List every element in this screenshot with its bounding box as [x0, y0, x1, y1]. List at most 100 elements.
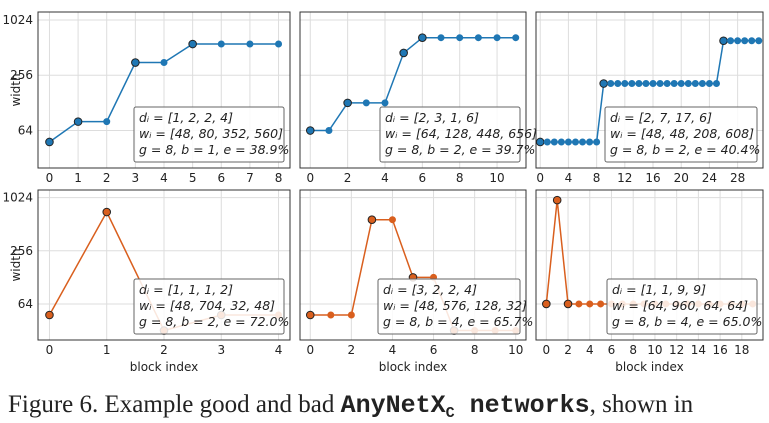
- x-axis-label: block index: [130, 360, 198, 374]
- marker: [73, 117, 83, 126]
- annotation-text: dᵢ = [2, 3, 1, 6]: [385, 110, 479, 125]
- marker: [45, 310, 54, 320]
- x-tick-label: 4: [381, 171, 389, 185]
- marker: [698, 80, 706, 88]
- x-tick-label: 0: [306, 171, 314, 185]
- marker: [621, 80, 629, 88]
- marker: [607, 80, 615, 88]
- marker: [734, 37, 742, 45]
- annotation-box: [377, 278, 521, 335]
- marker: [103, 118, 111, 126]
- marker: [188, 39, 197, 49]
- marker: [656, 80, 664, 88]
- caption: Figure 6. Example good and bad AnyNetXC …: [8, 391, 694, 422]
- marker: [579, 138, 587, 146]
- marker: [586, 300, 594, 308]
- x-tick-label: 6: [217, 171, 225, 185]
- x-tick-label: 7: [246, 171, 254, 185]
- marker: [305, 126, 315, 135]
- plot-frame: [299, 189, 527, 341]
- y-tick-label: 64: [18, 297, 33, 311]
- annotation-text: g = 8, b = 2, e = 39.7%: [385, 142, 535, 157]
- annotation-text: g = 8, b = 4, e = 65.0%: [612, 314, 762, 329]
- x-tick-label: 28: [730, 171, 745, 185]
- marker: [362, 99, 370, 107]
- annotation-box: [133, 106, 285, 163]
- plot-frame: [535, 11, 764, 169]
- marker: [474, 34, 482, 42]
- x-tick-label: 1: [103, 343, 111, 357]
- plot-frame: [37, 11, 291, 169]
- marker: [599, 79, 608, 88]
- x-tick-label: 8: [629, 343, 637, 357]
- x-tick-label: 24: [702, 171, 717, 185]
- annotation-text: wᵢ = [64, 128, 448, 656]: [385, 126, 537, 141]
- y-tick-label: 256: [10, 68, 33, 82]
- x-tick-label: 8: [471, 343, 479, 357]
- x-tick-label: 20: [674, 171, 689, 185]
- marker: [160, 59, 168, 67]
- marker: [586, 138, 594, 146]
- x-tick-label: 1: [74, 171, 82, 185]
- x-tick-label: 6: [430, 343, 438, 357]
- annotation-text: wᵢ = [48, 576, 128, 32]: [383, 298, 527, 313]
- x-tick-label: 3: [132, 171, 140, 185]
- x-tick-label: 4: [389, 343, 397, 357]
- x-tick-label: 12: [669, 343, 684, 357]
- annotation-box: [606, 278, 758, 335]
- x-tick-label: 8: [275, 171, 283, 185]
- annotation-text: dᵢ = [1, 2, 2, 4]: [139, 110, 233, 125]
- annotation-text: dᵢ = [2, 7, 17, 6]: [610, 110, 712, 125]
- annotation-text: wᵢ = [48, 80, 352, 560]: [139, 126, 283, 141]
- marker: [217, 40, 225, 48]
- marker: [131, 58, 140, 67]
- marker: [642, 80, 650, 88]
- marker: [381, 99, 389, 107]
- annotation-text: dᵢ = [3, 2, 2, 4]: [383, 282, 477, 297]
- annotation-text: g = 8, b = 4, e = 65.7%: [383, 314, 533, 329]
- marker: [305, 310, 315, 320]
- annotation-text: g = 8, b = 2, e = 72.0%: [139, 314, 289, 329]
- x-tick-label: 5: [189, 171, 197, 185]
- x-tick-label: 12: [617, 171, 632, 185]
- annotation-text: dᵢ = [1, 1, 1, 2]: [139, 282, 233, 297]
- x-tick-label: 0: [46, 171, 54, 185]
- x-tick-label: 10: [489, 171, 504, 185]
- caption-code: networks: [455, 391, 590, 420]
- x-tick-label: 18: [734, 343, 749, 357]
- annotation-box: [133, 278, 285, 335]
- caption-text: , shown in: [590, 391, 694, 418]
- annotation-text: g = 8, b = 2, e = 40.4%: [610, 142, 760, 157]
- x-tick-label: 0: [46, 343, 54, 357]
- x-axis-label: block index: [379, 360, 447, 374]
- marker: [388, 216, 396, 224]
- marker: [343, 98, 352, 108]
- marker: [741, 37, 749, 45]
- annotation-text: wᵢ = [48, 704, 32, 48]: [139, 298, 275, 313]
- marker: [325, 127, 333, 135]
- plot-frame: [299, 11, 527, 169]
- x-tick-label: 2: [564, 343, 572, 357]
- marker: [437, 34, 445, 42]
- marker: [705, 80, 713, 88]
- x-tick-label: 8: [456, 171, 464, 185]
- x-tick-label: 4: [160, 171, 168, 185]
- marker: [727, 37, 735, 45]
- y-axis-label: width: [9, 73, 23, 106]
- marker: [543, 138, 551, 146]
- marker: [649, 80, 657, 88]
- y-tick-label: 64: [18, 124, 33, 138]
- x-tick-label: 2: [344, 171, 352, 185]
- annotation-text: g = 8, b = 1, e = 38.9%: [139, 142, 289, 157]
- marker: [614, 80, 622, 88]
- marker: [663, 80, 671, 88]
- x-tick-label: 16: [645, 171, 660, 185]
- marker: [755, 37, 763, 45]
- x-tick-label: 2: [348, 343, 356, 357]
- marker: [748, 37, 756, 45]
- x-tick-label: 0: [306, 343, 314, 357]
- annotation-box: [604, 106, 758, 163]
- x-tick-label: 6: [419, 171, 427, 185]
- caption-code: AnyNetX: [341, 391, 446, 420]
